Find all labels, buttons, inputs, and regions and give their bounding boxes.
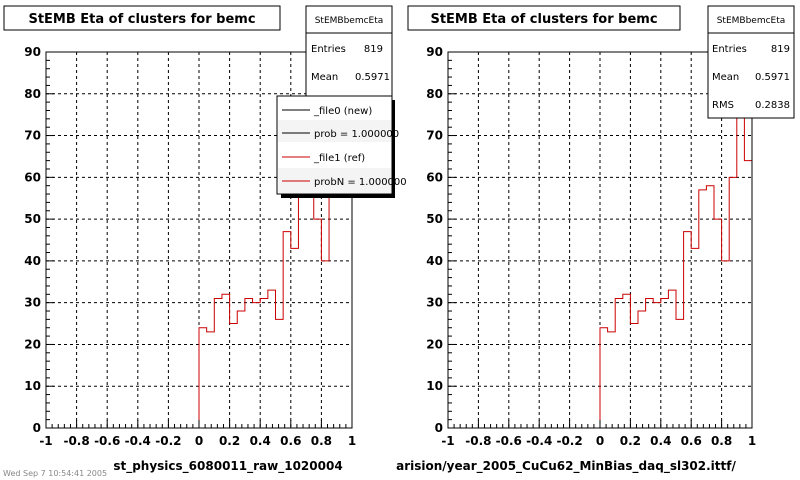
x-tick-label: -0.4 <box>125 434 151 448</box>
y-tick-label: 60 <box>24 170 41 184</box>
y-tick-label: 90 <box>24 45 41 59</box>
stats-mean-value: 0.5971 <box>355 72 390 83</box>
stats-mean-label: Mean <box>712 72 739 83</box>
x-tick-label: -1 <box>39 434 52 448</box>
y-tick-label: 0 <box>435 421 443 435</box>
x-tick-label: 0.6 <box>280 434 301 448</box>
y-tick-label: 50 <box>24 212 41 226</box>
histogram-title: StEMB Eta of clusters for bemc <box>430 12 657 27</box>
stats-entries-value: 819 <box>364 44 383 55</box>
plot-area: -1 -0.8 -0.6 -0.4 -0.2 0 0.2 0.4 0.6 0.8 101020304… <box>426 45 756 448</box>
legend-label-prob: prob = 1.000000 <box>314 129 399 140</box>
stats-name: StEMBbemcEta <box>315 16 384 26</box>
histogram-panel-right: StEMB Eta of clusters for bemc -1 -0.8 -0.… <box>396 5 795 474</box>
y-tick-label: 70 <box>24 129 41 143</box>
x-tick-label: -0.8 <box>465 434 491 448</box>
x-tick-label: -0.2 <box>155 434 181 448</box>
legend-label-probn: probN = 1.000000 <box>314 177 407 188</box>
x-tick-label: 0.2 <box>620 434 641 448</box>
histogram-series-ref <box>46 68 352 429</box>
stats-box: StEMBbemcEta Entries 819 Mean 0.5971 RMS… <box>707 5 795 119</box>
x-tick-label: -0.6 <box>94 434 120 448</box>
histogram-title-box <box>407 5 681 31</box>
x-tick-label: 1 <box>748 434 756 448</box>
x-tick-label: 0.4 <box>250 434 271 448</box>
y-tick-label: 0 <box>33 421 41 435</box>
stats-mean-label: Mean <box>311 72 338 83</box>
stats-name: StEMBbemcEta <box>717 16 786 26</box>
x-axis-label: st_physics_6080011_raw_1020004 <box>113 459 342 474</box>
x-tick-label: 0 <box>195 434 203 448</box>
x-tick-label: 0.2 <box>219 434 240 448</box>
stats-entries-label: Entries <box>712 44 747 55</box>
x-tick-label: 0.8 <box>711 434 732 448</box>
x-axis-label: arision/year_2005_CuCu62_MinBias_daq_sl3… <box>396 459 736 474</box>
x-tick-label: 0.6 <box>681 434 702 448</box>
stats-entries-label: Entries <box>311 44 346 55</box>
x-tick-label: 0 <box>596 434 604 448</box>
histogram-series-ref <box>448 68 752 429</box>
y-tick-label: 40 <box>24 254 41 268</box>
y-tick-label: 70 <box>426 129 443 143</box>
histogram-title-box <box>3 5 281 31</box>
stats-rms-label: RMS <box>712 100 734 111</box>
y-tick-label: 30 <box>426 296 443 310</box>
x-tick-label: -0.2 <box>556 434 582 448</box>
y-tick-label: 10 <box>426 379 443 393</box>
x-tick-label: 0.4 <box>650 434 671 448</box>
histogram-panel-left: StEMB Eta of clusters for bemc -1 -0.8 -0.… <box>3 5 407 474</box>
x-tick-label: -0.4 <box>526 434 552 448</box>
y-tick-label: 80 <box>426 87 443 101</box>
y-tick-label: 50 <box>426 212 443 226</box>
stats-entries-value: 819 <box>771 44 790 55</box>
x-tick-label: -1 <box>441 434 454 448</box>
y-tick-label: 40 <box>426 254 443 268</box>
y-tick-label: 90 <box>426 45 443 59</box>
legend-label-new: _file0 (new) <box>313 106 372 117</box>
histogram-title: StEMB Eta of clusters for bemc <box>28 12 255 27</box>
x-tick-label: -0.8 <box>63 434 89 448</box>
legend-label-ref: _file1 (ref) <box>313 153 365 164</box>
y-tick-label: 80 <box>24 87 41 101</box>
y-tick-label: 30 <box>24 296 41 310</box>
x-tick-label: 0.8 <box>311 434 332 448</box>
stats-rms-value: 0.2838 <box>755 100 790 111</box>
y-tick-label: 20 <box>24 337 41 351</box>
stats-mean-value: 0.5971 <box>755 72 790 83</box>
x-tick-label: -0.6 <box>496 434 522 448</box>
x-tick-label: 1 <box>348 434 356 448</box>
y-tick-label: 60 <box>426 170 443 184</box>
y-tick-label: 20 <box>426 337 443 351</box>
legend: _file0 (new) prob = 1.000000 _file1 (ref… <box>276 95 407 198</box>
y-tick-label: 10 <box>24 379 41 393</box>
footer-timestamp: Wed Sep 7 10:54:41 2005 <box>3 469 107 478</box>
